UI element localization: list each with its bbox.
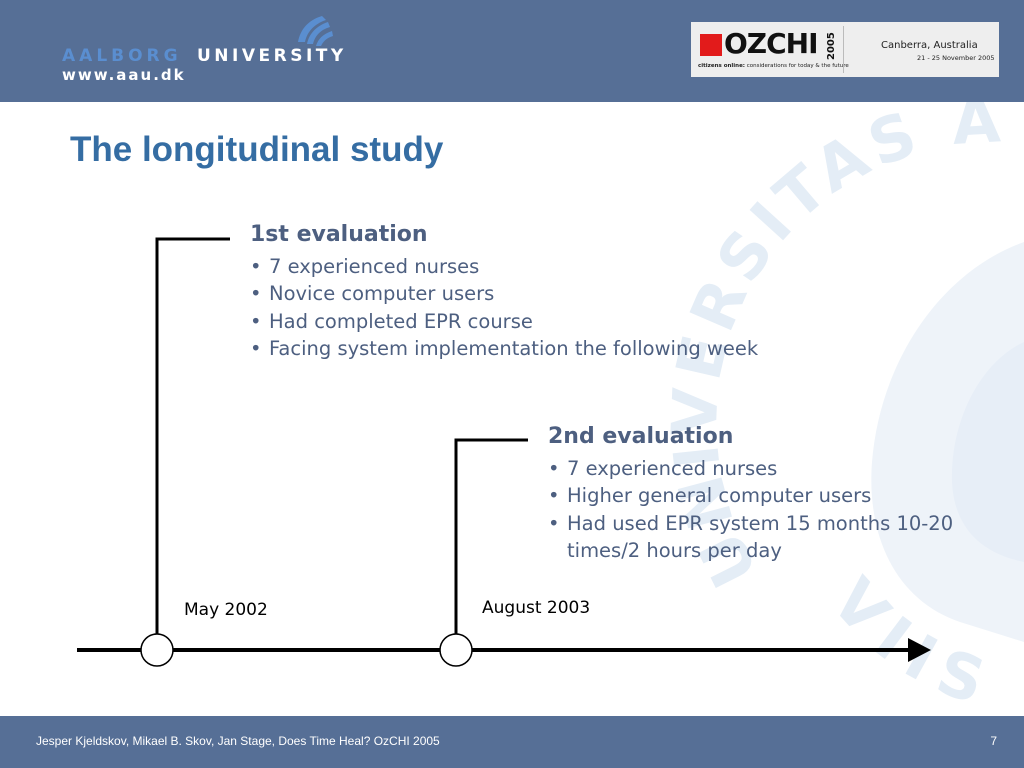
university-name-university: UNIVERSITY: [197, 46, 347, 66]
bullet-icon: •: [250, 282, 262, 306]
ozchi-red-square-icon: [700, 34, 722, 56]
ozchi-conference-banner: OZCHI 2005 citizens online: consideratio…: [691, 22, 999, 77]
milestone-2-connector: [454, 438, 528, 634]
evaluation-1-bullets: • 7 experienced nurses • Novice computer u…: [250, 253, 890, 362]
university-url: www.aau.dk: [62, 66, 186, 84]
milestone-1-date: May 2002: [184, 600, 268, 620]
bullet-icon: •: [548, 484, 560, 508]
page-number: 7: [990, 734, 997, 748]
list-item: • Had used EPR system 15 months 10-20 tim…: [548, 510, 968, 565]
list-item: • Novice computer users: [250, 280, 890, 307]
conference-dates: 21 - 25 November 2005: [917, 54, 995, 62]
ozchi-year: 2005: [826, 32, 837, 60]
conference-city: Canberra, Australia: [881, 40, 978, 51]
arrow-right-icon: [908, 638, 931, 662]
footer-citation: Jesper Kjeldskov, Mikael B. Skov, Jan St…: [36, 734, 440, 748]
bullet-text: Facing system implementation the followi…: [269, 336, 759, 360]
circle-milestone-icon: [439, 633, 473, 667]
evaluation-2-bullets: • 7 experienced nurses • Higher general co…: [548, 455, 968, 564]
ozchi-tagline-bold: citizens online:: [698, 63, 746, 69]
ozchi-tagline-rest: considerations for today & the future: [745, 63, 849, 69]
list-item: • Higher general computer users: [548, 482, 968, 509]
university-name-aalborg: AALBORG: [62, 46, 182, 66]
university-seal-watermark: UNIVERSITAS AALBORGIENSIS VIIS N: [0, 102, 1024, 716]
ozchi-divider: [843, 26, 844, 73]
bullet-text: Had used EPR system 15 months 10-20 time…: [567, 511, 954, 562]
evaluation-2-title: 2nd evaluation: [548, 424, 734, 449]
milestone-1-connector: [155, 237, 230, 634]
watermark-wave-inner: [951, 342, 1024, 562]
bullet-icon: •: [548, 511, 560, 535]
bullet-icon: •: [250, 309, 262, 333]
list-item: • 7 experienced nurses: [250, 253, 890, 280]
bullet-icon: •: [250, 255, 262, 278]
list-item: • 7 experienced nurses: [548, 455, 968, 482]
evaluation-1: 1st evaluation • 7 experienced nurses • No…: [250, 221, 890, 362]
header-bar: AALBORG UNIVERSITY www.aau.dk OZCHI 2005…: [0, 0, 1024, 102]
bullet-text: Higher general computer users: [567, 484, 872, 508]
circle-milestone-icon: [140, 633, 174, 667]
timeline-graphic: [77, 237, 931, 667]
evaluation-1-title: 1st evaluation: [250, 222, 428, 247]
ozchi-logo-text: OZCHI: [724, 27, 819, 60]
bullet-text: Had completed EPR course: [269, 309, 533, 333]
bullet-icon: •: [250, 336, 262, 360]
ozchi-tagline: citizens online: considerations for toda…: [698, 63, 849, 69]
milestone-2-date: August 2003: [482, 598, 591, 618]
bullet-text: 7 experienced nurses: [269, 255, 480, 278]
aau-wave-logo-icon: [298, 16, 333, 46]
slide-title: The longitudinal study: [70, 130, 444, 169]
bullet-text: Novice computer users: [269, 282, 495, 306]
evaluation-2: 2nd evaluation • 7 experienced nurses • Hi…: [548, 423, 968, 564]
bullet-icon: •: [548, 457, 560, 480]
footer-bar: Jesper Kjeldskov, Mikael B. Skov, Jan St…: [0, 716, 1024, 768]
list-item: • Facing system implementation the follow…: [250, 335, 890, 362]
list-item: • Had completed EPR course: [250, 308, 890, 335]
bullet-text: 7 experienced nurses: [567, 457, 778, 480]
